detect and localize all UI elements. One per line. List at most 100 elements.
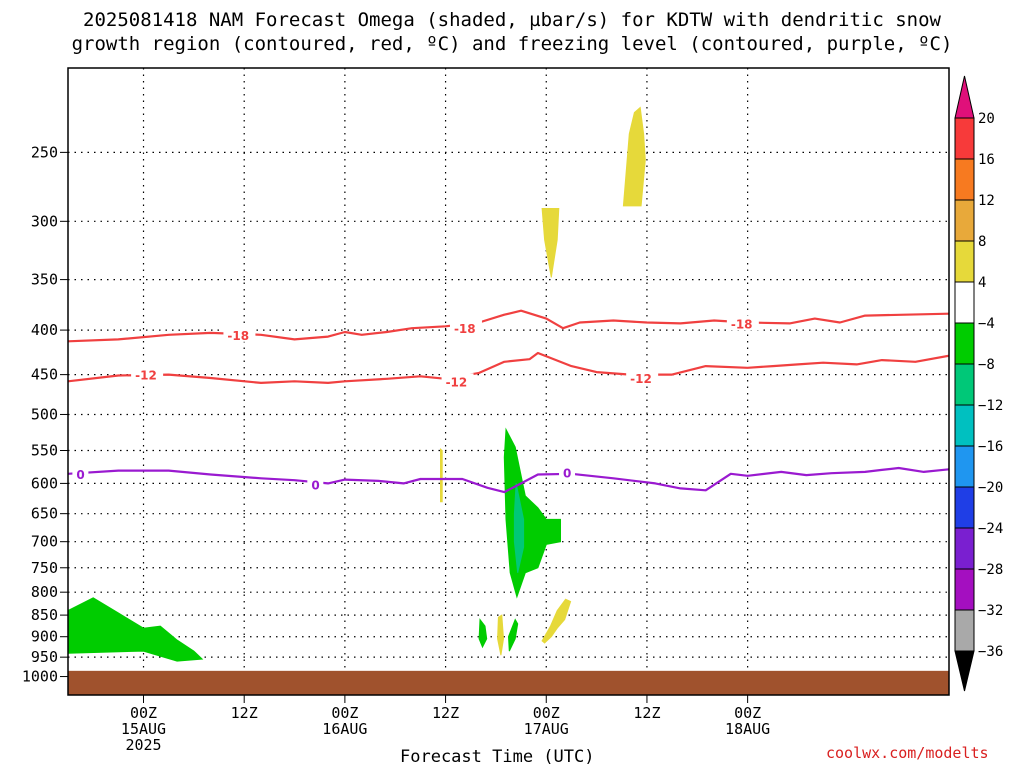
omega-region-5 bbox=[541, 598, 572, 644]
colorbar-bin-4 bbox=[954, 281, 975, 324]
y-tick-label-650: 650 bbox=[31, 505, 58, 523]
colorbar-label-11: −28 bbox=[978, 562, 1003, 578]
x-tick-label-1-0: 12Z bbox=[231, 704, 258, 722]
colorbar-bin-9 bbox=[954, 486, 975, 529]
colorbar-top-arrow bbox=[954, 75, 975, 119]
colorbar-label-8: −16 bbox=[978, 439, 1003, 455]
colorbar-label-12: −32 bbox=[978, 603, 1003, 619]
y-tick-label-250: 250 bbox=[31, 143, 58, 161]
colorbar-label-6: −8 bbox=[978, 357, 995, 373]
chart-title-line-2: growth region (contoured, red, ºC) and f… bbox=[71, 33, 953, 55]
contour-label-1-0: -12 bbox=[135, 369, 157, 383]
x-tick-label-2-1: 16AUG bbox=[322, 720, 367, 738]
contour-label-bg-0-2 bbox=[726, 315, 759, 331]
y-tick-label-550: 550 bbox=[31, 442, 58, 460]
colorbar-label-4: 4 bbox=[978, 275, 986, 291]
colorbar: 20 16 12 8 4 −4 −8 −12 −16 −20 −24 −28 −32 −36 bbox=[954, 75, 1003, 692]
contour-label-bg-1-0 bbox=[131, 366, 164, 382]
plot-frame bbox=[67, 67, 950, 696]
contour-line-2 bbox=[68, 466, 949, 494]
omega-region-6 bbox=[497, 614, 505, 656]
y-tick-label-950: 950 bbox=[31, 648, 58, 666]
colorbar-bin-10 bbox=[954, 527, 975, 570]
colorbar-label-1: 16 bbox=[978, 152, 995, 168]
x-tick-label-6-0: 00Z bbox=[734, 704, 761, 722]
omega-region-1 bbox=[503, 427, 561, 599]
contour-label-bg-0-1 bbox=[449, 320, 482, 336]
contour-layer: -18 -18 -18 -12 -12 -12 0 0 0 bbox=[68, 309, 949, 494]
colorbar-label-0: 20 bbox=[978, 111, 995, 127]
credit-link[interactable]: coolwx.com/modelts bbox=[826, 744, 989, 762]
y-tick-label-900: 900 bbox=[31, 628, 58, 646]
contour-label-bg-2-2 bbox=[559, 464, 576, 480]
colorbar-bin-5 bbox=[954, 322, 975, 365]
y-tick-label-750: 750 bbox=[31, 559, 58, 577]
x-tick-label-5-0: 12Z bbox=[633, 704, 660, 722]
y-tick-label-350: 350 bbox=[31, 271, 58, 289]
contour-label-bg-1-2 bbox=[626, 369, 659, 385]
axis-layer: 250 300 350 400 450 500 550 600 650 700 750 800 850 9… bbox=[22, 67, 950, 754]
chart-title-line-1: 2025081418 NAM Forecast Omega (shaded, µ… bbox=[83, 9, 941, 31]
colorbar-bin-2 bbox=[954, 199, 975, 242]
y-tick-label-300: 300 bbox=[31, 212, 58, 230]
contour-label-2-2: 0 bbox=[563, 467, 571, 481]
contour-label-1-1: -12 bbox=[446, 375, 468, 389]
x-tick-label-2-0: 00Z bbox=[331, 704, 358, 722]
contour-label-bg-1-1 bbox=[441, 373, 474, 389]
colorbar-label-2: 12 bbox=[978, 193, 995, 209]
colorbar-bin-11 bbox=[954, 568, 975, 611]
ground-surface bbox=[68, 670, 949, 695]
omega-region-4 bbox=[507, 618, 519, 652]
y-tick-label-450: 450 bbox=[31, 366, 58, 384]
colorbar-label-13: −36 bbox=[978, 644, 1003, 660]
colorbar-bin-0 bbox=[954, 117, 975, 160]
colorbar-label-7: −12 bbox=[978, 398, 1003, 414]
contour-label-0-2: -18 bbox=[731, 317, 753, 331]
x-tick-label-3-0: 12Z bbox=[432, 704, 459, 722]
colorbar-bin-6 bbox=[954, 363, 975, 406]
colorbar-label-5: −4 bbox=[978, 316, 995, 332]
colorbar-bin-3 bbox=[954, 240, 975, 283]
y-tick-label-1000: 1000 bbox=[22, 668, 58, 686]
omega-region-0 bbox=[68, 597, 204, 662]
omega-region-2 bbox=[513, 483, 525, 573]
y-tick-label-850: 850 bbox=[31, 606, 58, 624]
colorbar-bottom-arrow bbox=[954, 650, 975, 692]
contour-label-2-1: 0 bbox=[311, 479, 319, 493]
x-tick-label-0-0: 00Z bbox=[130, 704, 157, 722]
contour-line-0 bbox=[68, 309, 949, 343]
contour-label-0-0: -18 bbox=[227, 329, 249, 343]
colorbar-label-9: −20 bbox=[978, 480, 1003, 496]
contour-label-bg-2-1 bbox=[307, 476, 324, 492]
x-tick-label-4-1: 17AUG bbox=[524, 720, 569, 738]
y-tick-label-500: 500 bbox=[31, 405, 58, 423]
omega-region-3 bbox=[478, 618, 488, 649]
x-tick-label-0-1: 15AUG bbox=[121, 720, 166, 738]
omega-shading-layer bbox=[68, 106, 949, 695]
y-tick-label-700: 700 bbox=[31, 533, 58, 551]
colorbar-bin-7 bbox=[954, 404, 975, 447]
x-tick-label-0-2: 2025 bbox=[125, 736, 161, 754]
colorbar-bin-1 bbox=[954, 158, 975, 201]
colorbar-label-10: −24 bbox=[978, 521, 1003, 537]
contour-label-bg-0-0 bbox=[223, 326, 256, 342]
y-tick-label-400: 400 bbox=[31, 321, 58, 339]
colorbar-bin-8 bbox=[954, 445, 975, 488]
contour-label-2-0: 0 bbox=[76, 468, 84, 482]
contour-label-0-1: -18 bbox=[454, 322, 476, 336]
y-tick-label-800: 800 bbox=[31, 583, 58, 601]
colorbar-bin-12 bbox=[954, 609, 975, 652]
y-tick-label-600: 600 bbox=[31, 474, 58, 492]
omega-region-7 bbox=[440, 448, 443, 503]
grid-layer bbox=[68, 68, 949, 695]
x-axis-label: Forecast Time (UTC) bbox=[400, 747, 595, 767]
x-tick-label-4-0: 00Z bbox=[533, 704, 560, 722]
contour-label-1-2: -12 bbox=[630, 372, 652, 386]
colorbar-label-3: 8 bbox=[978, 234, 986, 250]
omega-region-8 bbox=[541, 208, 560, 278]
contour-line-1 bbox=[68, 351, 949, 384]
x-tick-label-6-1: 18AUG bbox=[725, 720, 770, 738]
omega-region-9 bbox=[622, 106, 646, 207]
contour-label-bg-2-0 bbox=[72, 465, 89, 481]
